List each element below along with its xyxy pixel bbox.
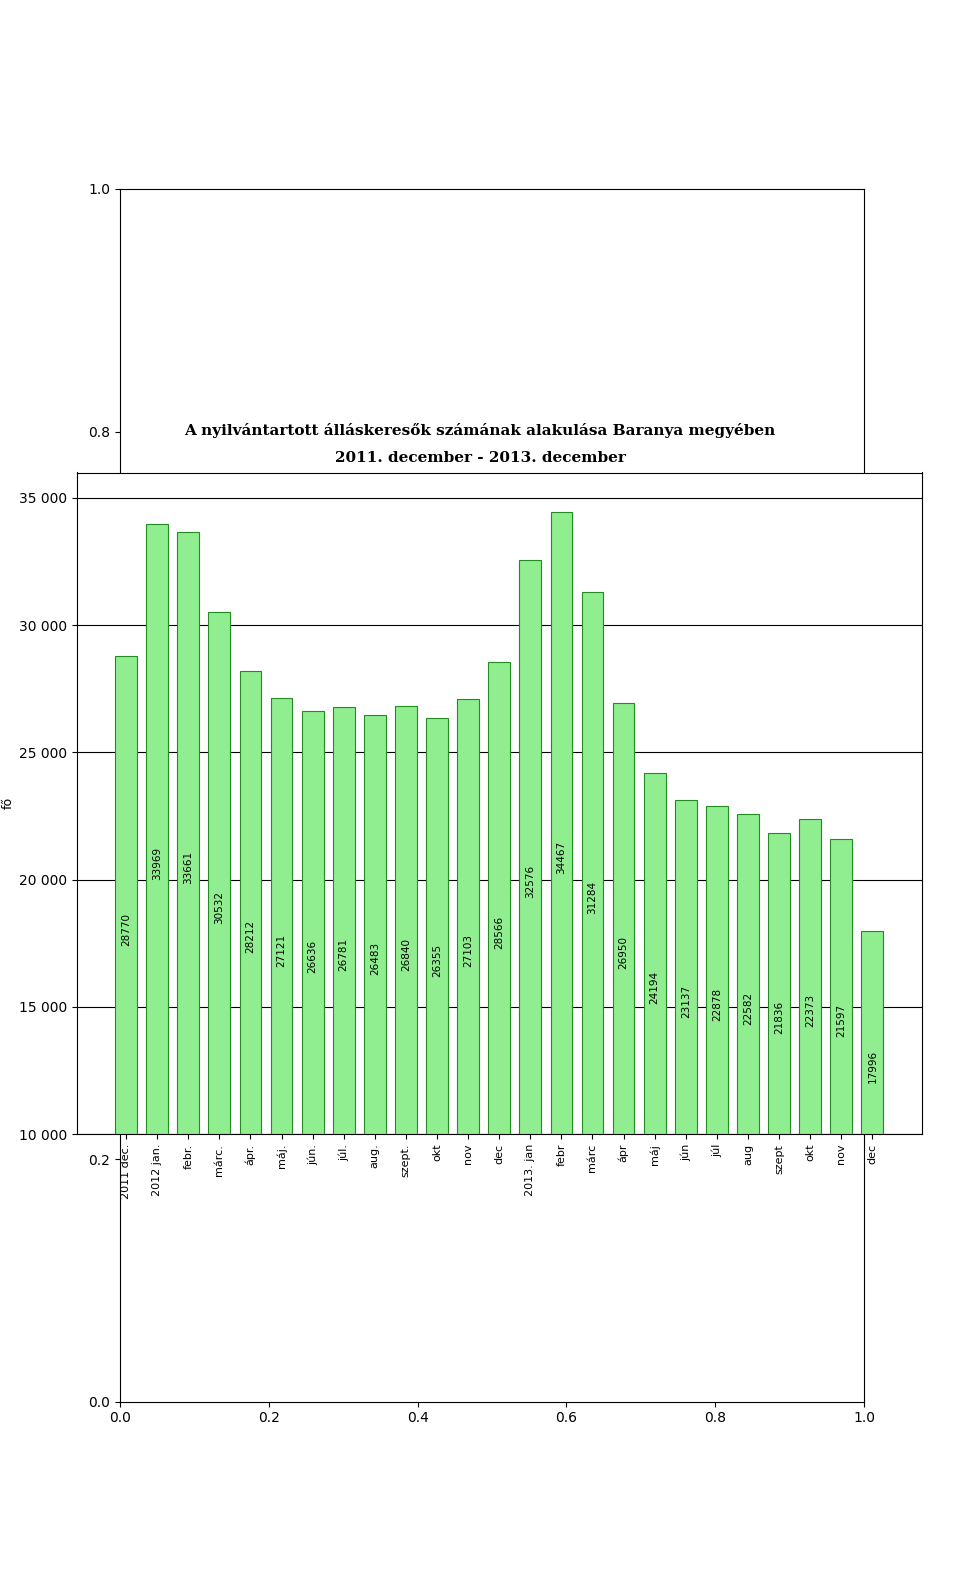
Text: 21597: 21597 — [836, 1005, 846, 1038]
Text: 17996: 17996 — [867, 1051, 877, 1084]
Text: 28566: 28566 — [494, 915, 504, 948]
Bar — [737, 814, 758, 1389]
Text: 26781: 26781 — [339, 939, 348, 972]
Text: 31284: 31284 — [588, 880, 597, 913]
Text: 27103: 27103 — [463, 934, 473, 967]
Text: A nyilvántartott álláskeresők számának alakulása Baranya megyében: A nyilvántartott álláskeresők számának a… — [184, 422, 776, 438]
Bar — [333, 707, 354, 1389]
Bar — [178, 532, 199, 1389]
Text: 28212: 28212 — [246, 920, 255, 953]
Text: 32576: 32576 — [525, 865, 536, 898]
Text: 2011. december - 2013. december: 2011. december - 2013. december — [335, 450, 625, 465]
Text: 22582: 22582 — [743, 992, 753, 1025]
Bar — [861, 931, 883, 1389]
Text: 26483: 26483 — [370, 942, 380, 975]
Bar — [612, 702, 635, 1389]
Text: 21836: 21836 — [774, 1002, 784, 1035]
Bar — [550, 512, 572, 1389]
Bar — [800, 819, 821, 1389]
Bar — [457, 699, 479, 1389]
Y-axis label: fő: fő — [2, 797, 14, 810]
Bar — [208, 611, 230, 1389]
Text: 28770: 28770 — [121, 913, 132, 947]
Text: 22878: 22878 — [712, 988, 722, 1021]
Text: 24194: 24194 — [650, 972, 660, 1005]
Bar — [364, 715, 386, 1389]
Text: 26636: 26636 — [307, 940, 318, 973]
Bar — [301, 710, 324, 1389]
Text: 26840: 26840 — [401, 937, 411, 970]
Bar — [271, 698, 293, 1389]
Bar — [395, 706, 417, 1389]
Text: 27121: 27121 — [276, 934, 286, 967]
Bar — [830, 839, 852, 1389]
Bar — [489, 662, 510, 1389]
Text: 33969: 33969 — [153, 847, 162, 880]
Text: 26950: 26950 — [618, 936, 629, 969]
Bar — [146, 524, 168, 1389]
Text: 23137: 23137 — [681, 984, 691, 1017]
Text: 33661: 33661 — [183, 850, 193, 884]
Bar — [768, 833, 790, 1389]
Bar — [240, 671, 261, 1389]
Text: 34467: 34467 — [557, 841, 566, 874]
Text: 22373: 22373 — [805, 994, 815, 1027]
Bar — [115, 657, 137, 1389]
Bar — [675, 800, 697, 1389]
Bar — [706, 806, 728, 1389]
Bar — [426, 718, 448, 1389]
Bar — [519, 559, 541, 1389]
Text: 30532: 30532 — [214, 891, 225, 923]
Bar — [582, 592, 604, 1389]
Text: 26355: 26355 — [432, 943, 442, 976]
Bar — [644, 773, 665, 1389]
